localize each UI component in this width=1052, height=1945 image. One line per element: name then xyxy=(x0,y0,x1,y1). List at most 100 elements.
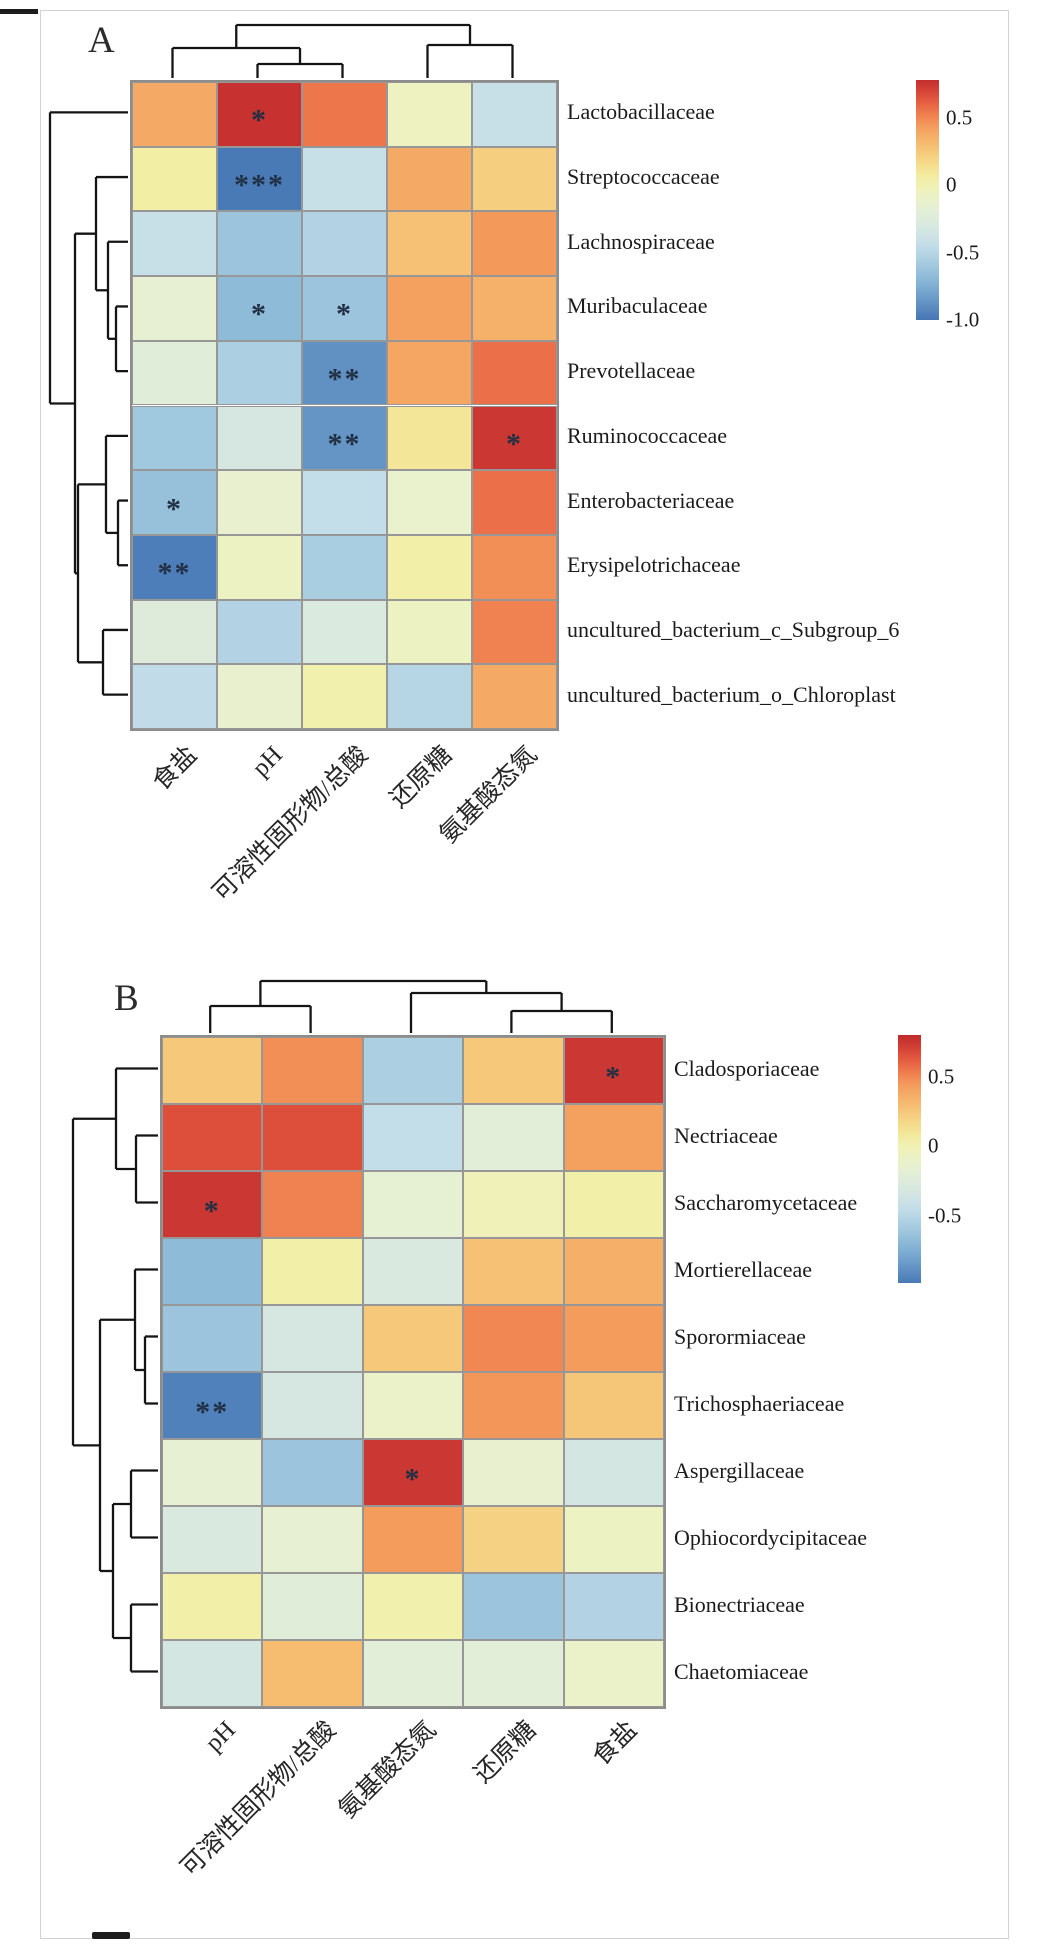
heatmap-cell xyxy=(463,1439,564,1506)
heatmap-cell xyxy=(472,276,557,341)
heatmap-cell: *** xyxy=(217,146,302,212)
heatmap-cell: ** xyxy=(302,340,387,406)
heatmap-cell xyxy=(262,1037,363,1104)
heatmap-cell xyxy=(362,1238,464,1305)
cropped-caption-fragment xyxy=(92,1932,130,1939)
heatmap-cell xyxy=(217,405,302,471)
heatmap-cell xyxy=(132,211,217,277)
row-label: Aspergillaceae xyxy=(674,1457,805,1483)
row-label: Bionectriaceae xyxy=(674,1591,805,1617)
colorbar-tick-label: 0 xyxy=(928,1133,939,1158)
heatmap-cell xyxy=(463,1305,564,1372)
scan-artifact-top-left xyxy=(0,9,38,14)
row-label: Cladosporiaceae xyxy=(674,1055,820,1081)
column-label: pH xyxy=(199,1716,241,1757)
heatmap-cell: * xyxy=(302,276,387,341)
significance-marker: * xyxy=(251,298,268,332)
heatmap-cell xyxy=(362,1372,464,1439)
heatmap-cell: * xyxy=(472,405,557,471)
heatmap-cell xyxy=(132,599,217,665)
heatmap-cell xyxy=(362,1305,464,1372)
heatmap-cell xyxy=(302,211,387,277)
heatmap-cell xyxy=(132,146,217,212)
column-label: pH xyxy=(247,741,288,782)
row-label: Lachnospiraceae xyxy=(567,228,715,254)
heatmap-cell xyxy=(563,1573,664,1640)
heatmap-cell xyxy=(472,211,557,277)
significance-marker: * xyxy=(605,1060,623,1094)
column-label: 食盐 xyxy=(587,1716,643,1771)
heatmap-cell xyxy=(563,1372,664,1439)
heatmap-cell xyxy=(262,1439,363,1506)
heatmap-cell: ** xyxy=(132,534,217,600)
heatmap-cell xyxy=(162,1104,263,1171)
significance-marker: * xyxy=(251,103,268,137)
row-label: Trichosphaeriaceae xyxy=(674,1390,845,1416)
heatmap-cell xyxy=(162,1305,263,1372)
colorbar-tick-label: 0 xyxy=(946,172,957,197)
heatmap-cell xyxy=(387,599,472,665)
heatmap-cell xyxy=(387,82,472,147)
heatmap-cell xyxy=(262,1506,363,1573)
heatmap-cell xyxy=(563,1640,664,1707)
heatmap-cell xyxy=(262,1104,363,1171)
heatmap-cell xyxy=(472,146,557,212)
significance-marker: * xyxy=(506,427,523,461)
panel-a-label: A xyxy=(88,20,115,61)
row-label: Saccharomycetaceae xyxy=(674,1189,858,1215)
heatmap-cell: * xyxy=(162,1171,263,1238)
heatmap-cell xyxy=(563,1238,664,1305)
heatmap-cell xyxy=(387,146,472,212)
column-label: 可溶性固形物/总酸 xyxy=(175,1716,341,1882)
heatmap-cell xyxy=(217,664,302,729)
heatmap-cell xyxy=(387,340,472,406)
heatmap-cell xyxy=(463,1640,564,1707)
heatmap-cell xyxy=(362,1171,464,1238)
heatmap-cell xyxy=(563,1104,664,1171)
heatmap-cell xyxy=(262,1238,363,1305)
colorbar-tick-label: 0.5 xyxy=(946,105,973,130)
heatmap-cell xyxy=(463,1573,564,1640)
heatmap-cell xyxy=(262,1372,363,1439)
heatmap-cell xyxy=(463,1506,564,1573)
heatmap-cell xyxy=(463,1037,564,1104)
column-label: 可溶性固形物/总酸 xyxy=(207,741,373,907)
column-label: 还原糖 xyxy=(385,741,458,814)
panel-b-label: B xyxy=(114,978,139,1019)
heatmap-cell xyxy=(387,211,472,277)
heatmap-cell xyxy=(132,664,217,729)
heatmap-cell xyxy=(463,1372,564,1439)
panel-a-heatmap: * *** * * ** ** * * ** xyxy=(130,80,559,731)
heatmap-cell xyxy=(162,1439,263,1506)
row-label: Erysipelotrichaceae xyxy=(567,552,741,578)
heatmap-cell xyxy=(262,1171,363,1238)
significance-marker: ** xyxy=(157,556,192,590)
heatmap-cell xyxy=(217,534,302,600)
heatmap-cell xyxy=(472,470,557,535)
heatmap-cell: ** xyxy=(162,1372,263,1439)
heatmap-cell xyxy=(262,1305,363,1372)
panel-b-heatmap: * * ** * xyxy=(160,1035,666,1709)
significance-marker: ** xyxy=(327,362,362,396)
row-label: Chaetomiaceae xyxy=(674,1658,809,1684)
heatmap-cell: * xyxy=(217,276,302,341)
heatmap-cell xyxy=(217,470,302,535)
heatmap-cell xyxy=(302,534,387,600)
heatmap-cell xyxy=(472,82,557,147)
heatmap-cell xyxy=(362,1573,464,1640)
heatmap-cell xyxy=(262,1573,363,1640)
column-label: 氨基酸态氮 xyxy=(333,1716,442,1824)
row-label: Nectriaceae xyxy=(674,1122,778,1148)
heatmap-cell xyxy=(162,1506,263,1573)
row-label: Prevotellaceae xyxy=(567,358,696,384)
row-label: Muribaculaceae xyxy=(567,293,708,319)
significance-marker: * xyxy=(404,1462,422,1496)
heatmap-cell xyxy=(472,664,557,729)
row-label: Streptococcaceae xyxy=(567,164,720,190)
panel-a-colorbar xyxy=(916,80,939,320)
heatmap-cell: * xyxy=(217,82,302,147)
heatmap-cell xyxy=(302,82,387,147)
heatmap-cell xyxy=(217,340,302,406)
heatmap-cell xyxy=(217,599,302,665)
